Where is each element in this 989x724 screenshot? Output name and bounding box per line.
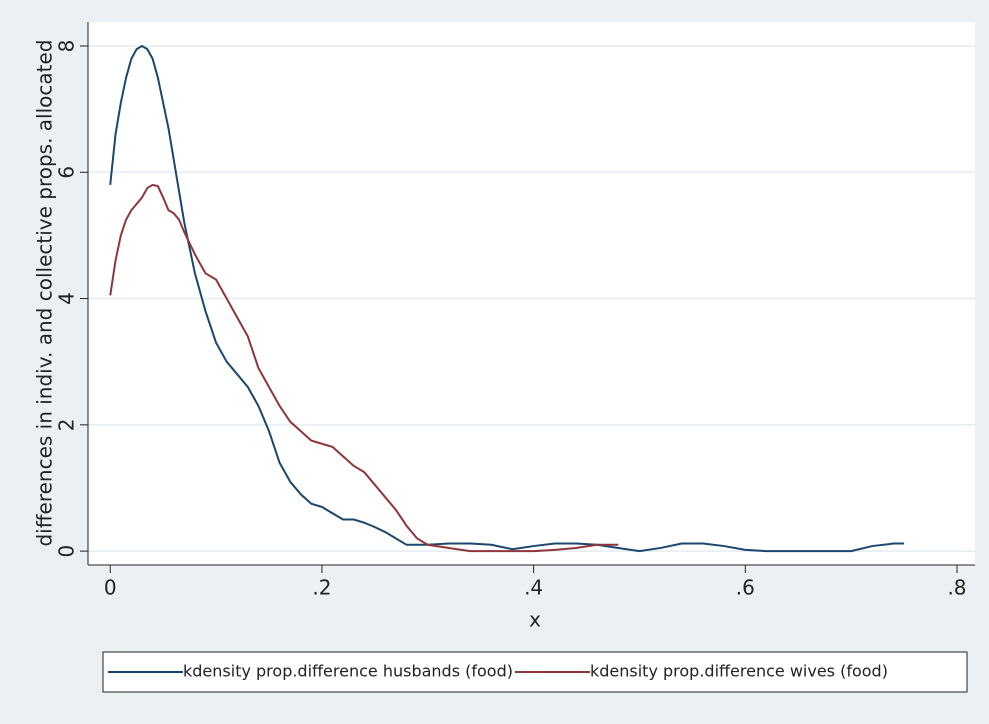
x-tick-label: .2	[312, 576, 331, 600]
legend-label: kdensity prop.difference husbands (food)	[183, 662, 513, 681]
y-tick-label: 0	[55, 545, 79, 558]
y-tick-label: 2	[55, 418, 79, 431]
x-tick-label: .4	[524, 576, 543, 600]
y-tick-label: 6	[55, 166, 79, 179]
plot-area	[88, 22, 975, 565]
series-line	[109, 44, 905, 553]
series-line	[109, 183, 619, 553]
y-tick-label: 4	[55, 292, 79, 305]
y-tick-label: 8	[55, 40, 79, 53]
x-tick-label: .8	[947, 576, 966, 600]
x-tick-label: .6	[736, 576, 755, 600]
legend-label: kdensity prop.difference wives (food)	[590, 662, 888, 681]
x-axis-title: x	[529, 608, 541, 632]
x-tick-label: 0	[104, 576, 117, 600]
y-axis-title: differences in indiv. and collective pro…	[33, 39, 57, 546]
